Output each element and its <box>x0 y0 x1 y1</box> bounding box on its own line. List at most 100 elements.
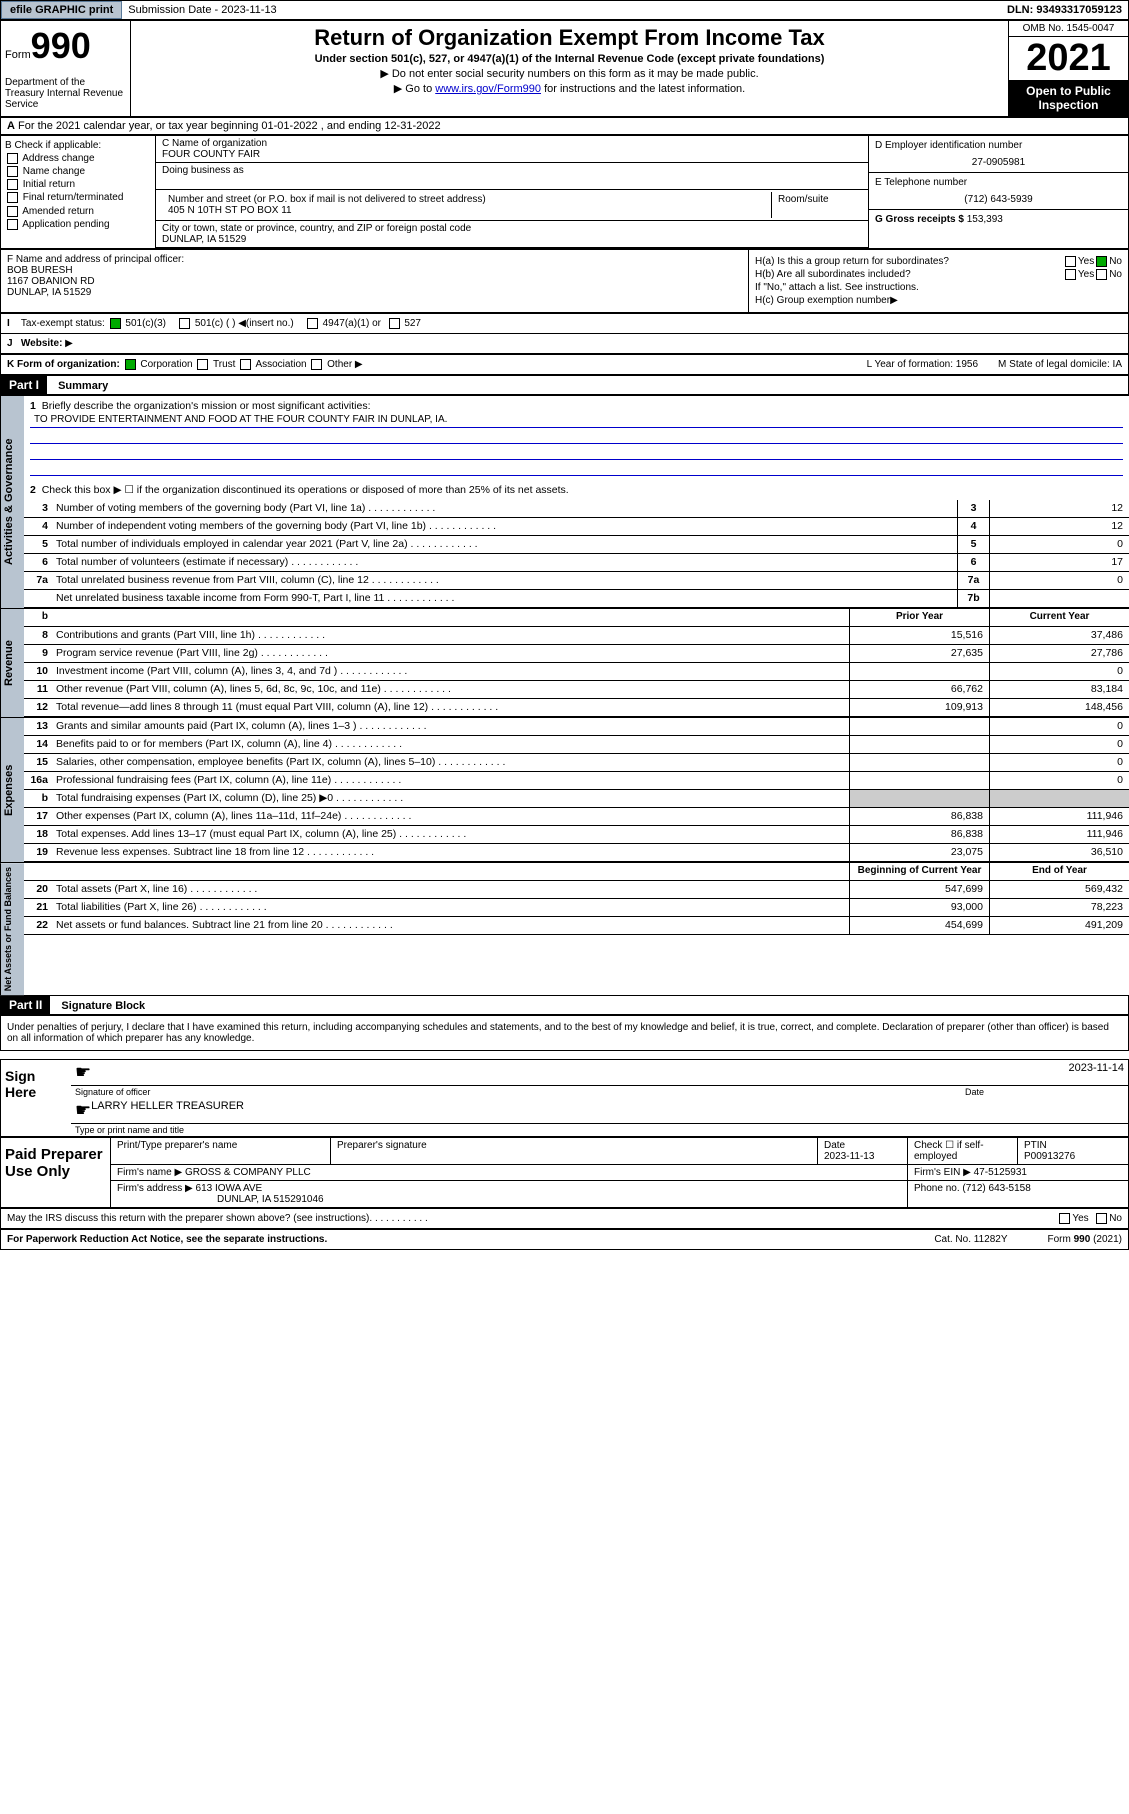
4947-checkbox[interactable] <box>307 318 318 329</box>
hb-no-checkbox[interactable] <box>1096 269 1107 280</box>
ha-yes-checkbox[interactable] <box>1065 256 1076 267</box>
omb-number: OMB No. 1545-0047 <box>1009 21 1128 37</box>
trust-checkbox[interactable] <box>197 359 208 370</box>
f-label: F Name and address of principal officer: <box>7 254 742 265</box>
tel-block: E Telephone number (712) 643-5939 <box>869 173 1128 210</box>
prior-year-header: Prior Year <box>849 609 989 626</box>
discuss-row: May the IRS discuss this return with the… <box>0 1208 1129 1229</box>
self-employed-cell: Check ☐ if self-employed <box>908 1138 1018 1164</box>
officer-sig-line: ☛2023-11-14 <box>71 1060 1128 1086</box>
h-a-row: H(a) Is this a group return for subordin… <box>755 256 1122 267</box>
501c3-checkbox[interactable] <box>110 318 121 329</box>
table-row: 8Contributions and grants (Part VIII, li… <box>24 627 1129 645</box>
officer-name-line: ☛LARRY HELLER TREASURER <box>71 1098 1128 1124</box>
year-cell: OMB No. 1545-0047 2021 Open to Public In… <box>1008 21 1128 116</box>
section-fh: F Name and address of principal officer:… <box>0 249 1129 313</box>
paid-preparer-section: Paid Preparer Use Only Print/Type prepar… <box>0 1137 1129 1208</box>
irs-link[interactable]: www.irs.gov/Form990 <box>435 83 541 95</box>
begin-year-header: Beginning of Current Year <box>849 863 989 880</box>
assoc-checkbox[interactable] <box>240 359 251 370</box>
principal-officer: F Name and address of principal officer:… <box>1 250 748 312</box>
501c-checkbox[interactable] <box>179 318 190 329</box>
tax-exempt-row: I Tax-exempt status: 501(c)(3) 501(c) ( … <box>1 314 1128 333</box>
dln-label: DLN: 93493317059123 <box>1001 2 1128 18</box>
hb-yes-checkbox[interactable] <box>1065 269 1076 280</box>
top-toolbar: efile GRAPHIC print Submission Date - 20… <box>0 0 1129 20</box>
form-number-cell: Form990 Department of the Treasury Inter… <box>1 21 131 116</box>
form-header: Form990 Department of the Treasury Inter… <box>0 20 1129 117</box>
revenue-section: Revenue b Prior Year Current Year 8Contr… <box>0 608 1129 717</box>
cat-no: Cat. No. 11282Y <box>934 1234 1007 1245</box>
governance-section: Activities & Governance 1 Briefly descri… <box>0 395 1129 608</box>
q2-text: Check this box ▶ ☐ if the organization d… <box>42 484 569 496</box>
subtitle: Under section 501(c), 527, or 4947(a)(1)… <box>135 53 1004 65</box>
net-assets-section: Net Assets or Fund Balances Beginning of… <box>0 862 1129 995</box>
corp-checkbox[interactable] <box>125 359 136 370</box>
cb-initial-return[interactable]: Initial return <box>5 179 151 190</box>
rev-col-headers: b Prior Year Current Year <box>24 609 1129 627</box>
ha-no-checkbox[interactable] <box>1096 256 1107 267</box>
table-row: 22Net assets or fund balances. Subtract … <box>24 917 1129 935</box>
table-row: 9Program service revenue (Part VIII, lin… <box>24 645 1129 663</box>
h-c-row: H(c) Group exemption number ▶ <box>755 295 1122 306</box>
527-checkbox[interactable] <box>389 318 400 329</box>
end-year-header: End of Year <box>989 863 1129 880</box>
mission-blank-2 <box>30 446 1123 460</box>
table-row: 17Other expenses (Part IX, column (A), l… <box>24 808 1129 826</box>
officer-addr1: 1167 OBANION RD <box>7 276 742 287</box>
table-row: 5Total number of individuals employed in… <box>24 536 1129 554</box>
tel-label: E Telephone number <box>875 177 1122 188</box>
cb-amended-return[interactable]: Amended return <box>5 206 151 217</box>
table-row: 16aProfessional fundraising fees (Part I… <box>24 772 1129 790</box>
column-d: D Employer identification number 27-0905… <box>868 136 1128 248</box>
cb-application-pending[interactable]: Application pending <box>5 219 151 230</box>
discuss-yes-checkbox[interactable] <box>1059 1213 1070 1224</box>
sign-here-section: Sign Here ☛2023-11-14 Signature of offic… <box>0 1059 1129 1137</box>
gross-block: G Gross receipts $ 153,393 <box>869 210 1128 229</box>
paperwork-notice: For Paperwork Reduction Act Notice, see … <box>7 1234 327 1245</box>
discuss-no-checkbox[interactable] <box>1096 1213 1107 1224</box>
table-row: 4Number of independent voting members of… <box>24 518 1129 536</box>
prep-sig-label: Preparer's signature <box>331 1138 818 1164</box>
table-row: 3Number of voting members of the governi… <box>24 500 1129 518</box>
ein-label: D Employer identification number <box>875 140 1122 151</box>
table-row: 11Other revenue (Part VIII, column (A), … <box>24 681 1129 699</box>
form-word: Form <box>5 49 31 61</box>
cb-address-change[interactable]: Address change <box>5 153 151 164</box>
current-year-header: Current Year <box>989 609 1129 626</box>
table-row: 6Total number of volunteers (estimate if… <box>24 554 1129 572</box>
prep-name-label: Print/Type preparer's name <box>111 1138 331 1164</box>
table-row: 19Revenue less expenses. Subtract line 1… <box>24 844 1129 862</box>
table-row: 18Total expenses. Add lines 13–17 (must … <box>24 826 1129 844</box>
cb-final-return[interactable]: Final return/terminated <box>5 192 151 203</box>
section-ij: I Tax-exempt status: 501(c)(3) 501(c) ( … <box>0 313 1129 354</box>
firm-phone-cell: Phone no. (712) 643-5158 <box>908 1181 1128 1207</box>
efile-print-button[interactable]: efile GRAPHIC print <box>1 1 122 19</box>
penalty-statement: Under penalties of perjury, I declare th… <box>0 1015 1129 1051</box>
table-row: 10Investment income (Part VIII, column (… <box>24 663 1129 681</box>
h-b-note: If "No," attach a list. See instructions… <box>755 282 1122 293</box>
part2-header: Part II <box>1 996 50 1014</box>
table-row: 15Salaries, other compensation, employee… <box>24 754 1129 772</box>
part1-header: Part I <box>1 376 47 394</box>
other-checkbox[interactable] <box>311 359 322 370</box>
instruction-1: ▶ Do not enter social security numbers o… <box>135 67 1004 80</box>
ein-value: 27-0905981 <box>875 157 1122 168</box>
firm-name-cell: Firm's name ▶ GROSS & COMPANY PLLC <box>111 1165 908 1180</box>
org-name: FOUR COUNTY FAIR <box>162 149 862 160</box>
expenses-section: Expenses 13Grants and similar amounts pa… <box>0 717 1129 862</box>
section-bcd: B Check if applicable: Address change Na… <box>0 135 1129 249</box>
firm-ein-cell: Firm's EIN ▶ 47-5125931 <box>908 1165 1128 1180</box>
cb-name-change[interactable]: Name change <box>5 166 151 177</box>
main-title: Return of Organization Exempt From Incom… <box>135 25 1004 51</box>
address-block: Number and street (or P.O. box if mail i… <box>156 190 868 221</box>
officer-printed-name: LARRY HELLER TREASURER <box>91 1100 244 1121</box>
department-label: Department of the Treasury Internal Reve… <box>5 77 126 110</box>
officer-addr2: DUNLAP, IA 51529 <box>7 287 742 298</box>
year-formation: L Year of formation: 1956 <box>867 359 978 370</box>
room-label: Room/suite <box>772 192 862 218</box>
org-name-block: C Name of organization FOUR COUNTY FAIR <box>156 136 868 163</box>
column-c: C Name of organization FOUR COUNTY FAIR … <box>156 136 868 248</box>
vert-governance: Activities & Governance <box>0 396 24 608</box>
city-block: City or town, state or province, country… <box>156 221 868 248</box>
